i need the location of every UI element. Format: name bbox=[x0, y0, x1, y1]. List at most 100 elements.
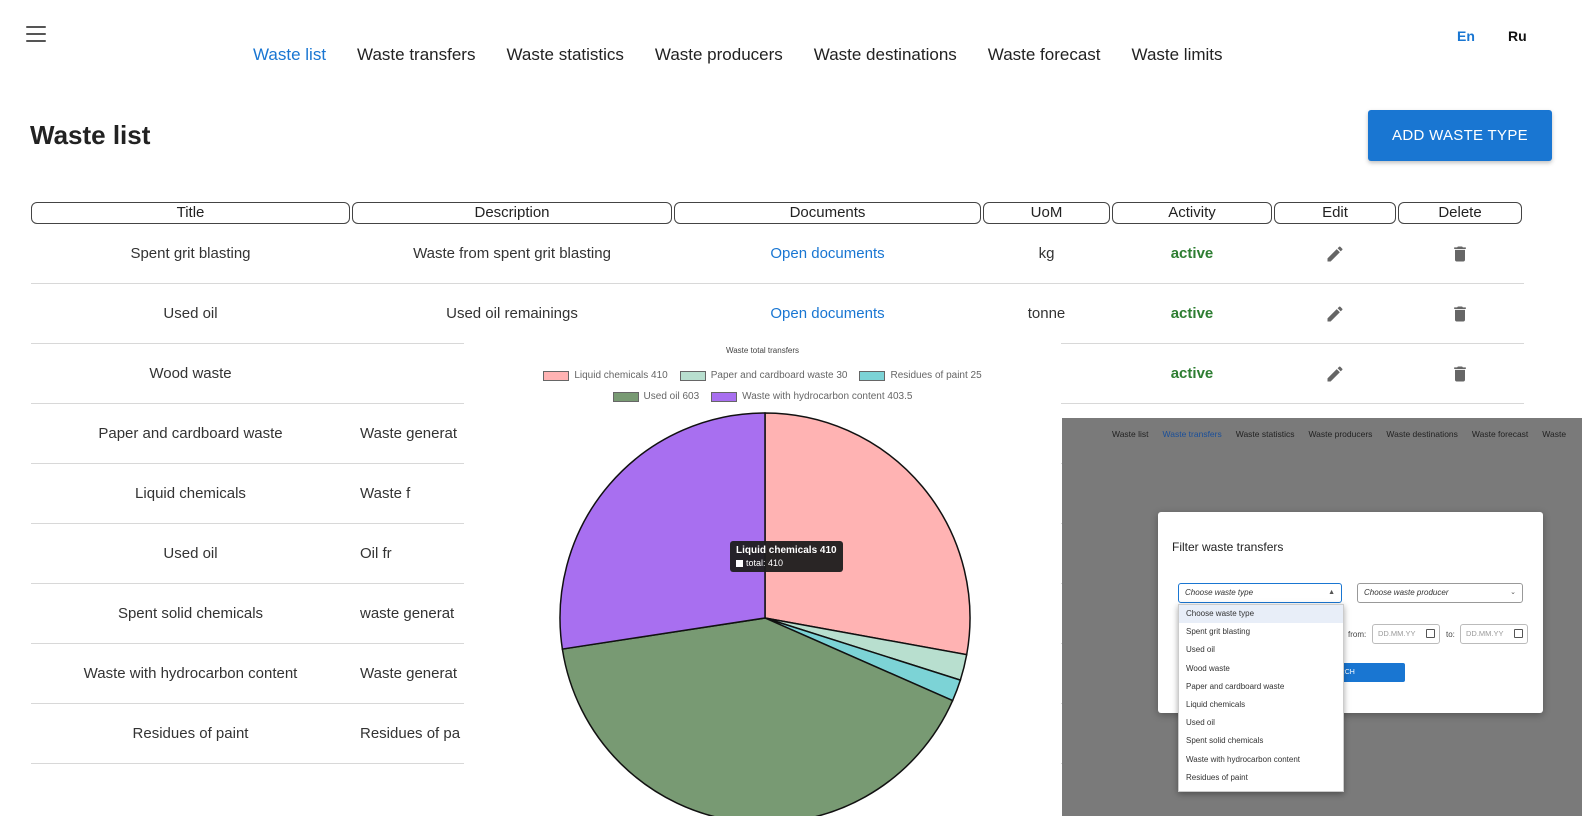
dropdown-option[interactable]: Waste with hydrocarbon content bbox=[1186, 754, 1300, 764]
mini-nav-item[interactable]: Waste forecast bbox=[1471, 429, 1529, 439]
dropdown-option[interactable]: Used oil bbox=[1186, 718, 1215, 728]
cell-description: Waste from spent grit blasting bbox=[413, 245, 611, 262]
dropdown-option[interactable]: Spent solid chemicals bbox=[1186, 736, 1264, 746]
legend-label: Used oil 603 bbox=[643, 391, 700, 402]
dropdown-option[interactable]: Liquid chemicals bbox=[1186, 699, 1246, 709]
header-delete: Delete bbox=[1398, 202, 1522, 224]
tooltip-body: total: 410 bbox=[736, 558, 837, 568]
cell-activity: active bbox=[1112, 284, 1272, 343]
mini-nav-item[interactable]: Waste transfers bbox=[1162, 429, 1222, 439]
nav-waste-producers[interactable]: Waste producers bbox=[654, 45, 783, 64]
trash-icon[interactable] bbox=[1450, 304, 1470, 324]
legend-item[interactable]: Paper and cardboard waste 30 bbox=[679, 370, 848, 381]
table-row: Used oil Used oil remainings Open document… bbox=[31, 284, 1524, 344]
nav-waste-limits[interactable]: Waste limits bbox=[1131, 45, 1223, 64]
calendar-icon[interactable] bbox=[1426, 629, 1435, 638]
search-button[interactable]: ARCH bbox=[1331, 663, 1405, 682]
tooltip-title: Liquid chemicals 410 bbox=[736, 545, 837, 556]
calendar-icon[interactable] bbox=[1514, 629, 1523, 638]
header-documents[interactable]: Documents bbox=[674, 202, 981, 224]
waste-producer-select[interactable]: Choose waste producer ⌄ bbox=[1357, 583, 1523, 603]
nav-waste-forecast[interactable]: Waste forecast bbox=[987, 45, 1101, 64]
pencil-icon[interactable] bbox=[1325, 304, 1345, 324]
legend-label: Liquid chemicals 410 bbox=[574, 370, 668, 381]
pie-slice[interactable] bbox=[561, 617, 954, 816]
to-date-input[interactable]: DD.MM.YY bbox=[1460, 624, 1528, 644]
chevron-down-icon: ⌄ bbox=[1510, 589, 1516, 596]
tooltip-swatch bbox=[736, 559, 743, 567]
cell-delete bbox=[1398, 224, 1522, 283]
add-waste-type-button[interactable]: ADD WASTE TYPE bbox=[1368, 110, 1552, 161]
trash-icon[interactable] bbox=[1450, 244, 1470, 264]
legend-item[interactable]: Used oil 603 bbox=[612, 391, 700, 402]
mini-nav-item[interactable]: Waste bbox=[1542, 429, 1567, 439]
from-date-placeholder: DD.MM.YY bbox=[1378, 629, 1416, 638]
dropdown-option[interactable]: Paper and cardboard waste bbox=[1186, 681, 1285, 691]
dropdown-option[interactable]: Wood waste bbox=[1186, 663, 1230, 673]
nav-waste-transfers[interactable]: Waste transfers bbox=[357, 45, 476, 64]
cell-edit bbox=[1274, 344, 1396, 403]
lang-en[interactable]: En bbox=[1457, 28, 1475, 44]
activity-status: active bbox=[1170, 305, 1214, 322]
cell-title: Used oil bbox=[163, 305, 218, 322]
header-title[interactable]: Title bbox=[31, 202, 350, 224]
caret-up-icon: ▲ bbox=[1328, 589, 1335, 596]
header-uom[interactable]: UoM bbox=[983, 202, 1110, 224]
cell-uom: kg bbox=[1038, 245, 1055, 262]
nav-waste-destinations[interactable]: Waste destinations bbox=[813, 45, 957, 64]
page-title: Waste list bbox=[30, 120, 151, 150]
trash-icon[interactable] bbox=[1450, 364, 1470, 384]
from-date-input[interactable]: DD.MM.YY bbox=[1372, 624, 1440, 644]
header-activity[interactable]: Activity bbox=[1112, 202, 1272, 224]
chart-legend-row-2: Used oil 603 Waste with hydrocarbon cont… bbox=[464, 391, 1061, 402]
dropdown-option[interactable]: Choose waste type bbox=[1179, 605, 1343, 624]
cell-activity: active bbox=[1112, 224, 1272, 283]
dropdown-option[interactable]: Used oil bbox=[1186, 645, 1215, 655]
pie-chart bbox=[559, 412, 971, 816]
cell-edit bbox=[1274, 284, 1396, 343]
waste-type-select[interactable]: Choose waste type ▲ bbox=[1178, 583, 1342, 603]
legend-swatch bbox=[612, 391, 639, 402]
header-description[interactable]: Description bbox=[352, 202, 672, 224]
cell-title: Waste with hydrocarbon content bbox=[83, 665, 298, 682]
mini-nav-item[interactable]: Waste producers bbox=[1308, 429, 1373, 439]
from-label: from: bbox=[1348, 630, 1367, 639]
mini-nav-item[interactable]: Waste destinations bbox=[1386, 429, 1458, 439]
cell-description: Used oil remainings bbox=[446, 305, 578, 322]
cell-delete bbox=[1398, 344, 1522, 403]
table-header: Title Description Documents UoM Activity… bbox=[31, 202, 1524, 224]
open-documents-link[interactable]: Open documents bbox=[770, 305, 885, 322]
mini-nav: Waste list Waste transfers Waste statist… bbox=[1112, 429, 1566, 439]
waste-type-select-value: Choose waste type bbox=[1185, 588, 1254, 597]
legend-swatch bbox=[859, 370, 886, 381]
main-nav: Waste list Waste transfers Waste statist… bbox=[253, 45, 1254, 65]
legend-item[interactable]: Liquid chemicals 410 bbox=[543, 370, 668, 381]
mini-nav-item[interactable]: Waste statistics bbox=[1235, 429, 1295, 439]
dropdown-option[interactable]: Spent grit blasting bbox=[1186, 627, 1251, 637]
nav-waste-list[interactable]: Waste list bbox=[253, 45, 327, 64]
pencil-icon[interactable] bbox=[1325, 364, 1345, 384]
legend-item[interactable]: Residues of paint 25 bbox=[859, 370, 982, 381]
cell-documents: Open documents bbox=[674, 224, 981, 283]
hamburger-menu-icon[interactable] bbox=[26, 26, 46, 42]
nav-waste-statistics[interactable]: Waste statistics bbox=[506, 45, 624, 64]
pencil-icon[interactable] bbox=[1325, 244, 1345, 264]
legend-label: Paper and cardboard waste 30 bbox=[710, 370, 848, 381]
filter-modal-title: Filter waste transfers bbox=[1172, 540, 1284, 554]
cell-edit bbox=[1274, 224, 1396, 283]
activity-status: active bbox=[1170, 245, 1214, 262]
lang-ru[interactable]: Ru bbox=[1508, 28, 1527, 44]
pie-slice[interactable] bbox=[559, 412, 766, 650]
mini-nav-item[interactable]: Waste list bbox=[1112, 429, 1149, 439]
cell-title: Wood waste bbox=[149, 365, 232, 382]
tooltip-value: total: 410 bbox=[746, 558, 784, 568]
pie-slice[interactable] bbox=[764, 412, 971, 656]
open-documents-link[interactable]: Open documents bbox=[770, 245, 885, 262]
chart-tooltip: Liquid chemicals 410 total: 410 bbox=[730, 541, 843, 572]
dropdown-option[interactable]: Residues of paint bbox=[1186, 772, 1248, 782]
legend-item[interactable]: Waste with hydrocarbon content 403.5 bbox=[711, 391, 912, 402]
cell-description: Oil fr bbox=[360, 545, 392, 562]
table-row: Spent grit blasting Waste from spent grit… bbox=[31, 224, 1524, 284]
header-edit: Edit bbox=[1274, 202, 1396, 224]
